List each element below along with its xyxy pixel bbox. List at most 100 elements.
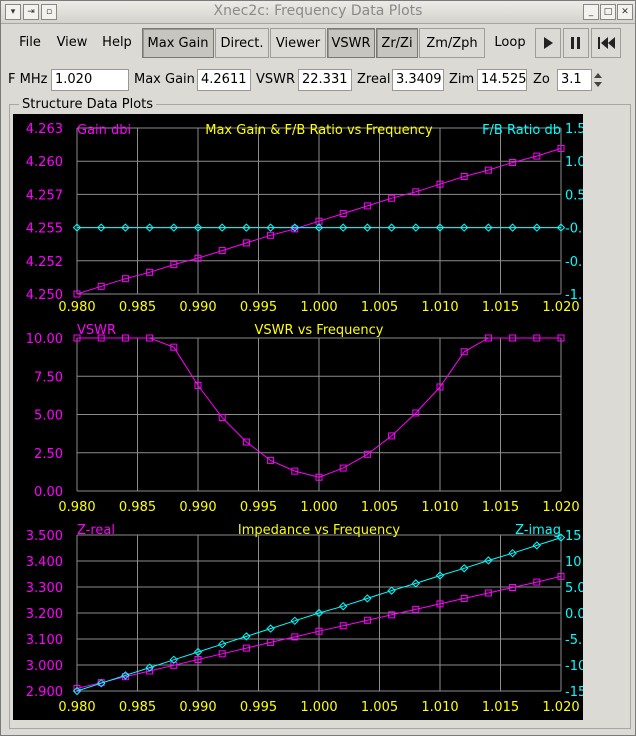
viewer-toggle[interactable]: Viewer — [270, 28, 326, 58]
direct-toggle[interactable]: Direct. — [215, 28, 269, 58]
y-tick-label-right: -1.000 — [565, 288, 583, 303]
data-point-square — [557, 334, 565, 342]
data-point-square — [460, 594, 468, 602]
data-point-diamond — [72, 686, 82, 696]
x-tick-label: 0.995 — [240, 300, 277, 315]
y-tick-label-right: -0.000 — [565, 222, 583, 237]
data-point-square — [97, 334, 105, 342]
max-gain-field[interactable]: 4.2611 — [197, 69, 251, 91]
data-point-diamond — [145, 663, 154, 672]
data-point-square — [533, 152, 541, 160]
max-gain-label: Max Gain — [134, 72, 195, 87]
toolbar: File View Help Max Gain Direct. Viewer V… — [9, 28, 631, 60]
y-tick-label-left: 2.900 — [26, 685, 63, 700]
shade-icon[interactable]: ⇥ — [23, 4, 39, 20]
data-point-square — [218, 414, 226, 422]
data-point-square — [509, 158, 517, 166]
x-tick-label: 0.995 — [240, 700, 277, 715]
rewind-button[interactable] — [591, 28, 621, 58]
data-point-square — [436, 180, 444, 188]
x-tick-label: 1.020 — [542, 700, 579, 715]
pause-button[interactable] — [563, 28, 589, 58]
y-tick-label-right: 0.500 — [565, 188, 583, 203]
data-point-square — [242, 644, 250, 652]
max-gain-toggle[interactable]: Max Gain — [142, 28, 214, 58]
series-line — [76, 575, 562, 689]
title-bar: ▾ ⇥ ▫ Xnec2c: Frequency Data Plots _ □ ✕ — [1, 1, 635, 24]
zm-zph-toggle[interactable]: Zm/Zph — [419, 28, 485, 58]
y-tick-label-left: 4.252 — [26, 255, 63, 270]
f-mhz-label: F MHz — [8, 72, 48, 87]
data-point-square — [460, 173, 468, 181]
sticky-icon[interactable]: ▫ — [41, 4, 57, 20]
zr-zi-toggle[interactable]: Zr/Zi — [376, 28, 418, 58]
data-point-diamond — [556, 223, 566, 232]
data-point-diamond — [363, 223, 372, 232]
x-tick-label: 1.015 — [482, 700, 519, 715]
data-point-square — [242, 239, 250, 247]
data-point-square — [412, 605, 420, 613]
x-tick-label: 1.015 — [482, 300, 519, 315]
data-point-diamond — [266, 223, 275, 232]
data-point-square — [484, 334, 492, 342]
x-tick-label: 1.000 — [300, 300, 337, 315]
y-tick-label-left: 10.00 — [26, 332, 63, 347]
loop-label: Loop — [494, 35, 526, 50]
x-tick-label: 1.020 — [542, 500, 579, 515]
x-tick-label: 1.010 — [421, 700, 458, 715]
zo-spin-icon[interactable] — [592, 70, 604, 90]
data-point-square — [412, 188, 420, 196]
menu-help[interactable]: Help — [102, 35, 132, 50]
window-title: Xnec2c: Frequency Data Plots — [213, 3, 423, 19]
zo-field[interactable]: 3.1 — [557, 69, 592, 91]
y-tick-label-left: 3.100 — [26, 633, 63, 648]
x-tick-label: 1.005 — [361, 700, 398, 715]
x-tick-label: 0.990 — [179, 700, 216, 715]
window-menu-icon[interactable]: ▾ — [5, 4, 21, 20]
play-button[interactable] — [535, 28, 561, 58]
structure-plots-label: Structure Data Plots — [19, 97, 157, 112]
close-icon[interactable]: ✕ — [617, 4, 633, 20]
menu-view[interactable]: View — [56, 35, 88, 50]
data-point-diamond — [532, 223, 542, 232]
data-point-square — [291, 225, 299, 233]
x-tick-label: 0.990 — [179, 500, 216, 515]
data-point-square — [436, 600, 444, 608]
y-tick-label-left: 4.255 — [26, 222, 63, 237]
data-point-diamond — [314, 223, 324, 232]
menu-file[interactable]: File — [19, 35, 41, 50]
y-tick-label-left: 3.400 — [26, 555, 63, 570]
maximize-icon[interactable]: □ — [600, 4, 616, 20]
f-mhz-field[interactable]: 1.020 — [51, 69, 129, 91]
zim-field[interactable]: 14.525 — [477, 69, 527, 91]
minimize-icon[interactable]: _ — [583, 4, 599, 20]
y-tick-label-left: 0.00 — [34, 485, 63, 500]
data-point-diamond — [435, 223, 445, 232]
y-tick-label-right: 10.00 — [565, 555, 583, 570]
y-tick-label-left: 3.000 — [26, 659, 63, 674]
vswr-toggle[interactable]: VSWR — [327, 28, 375, 58]
data-point-diamond — [556, 533, 566, 542]
data-point-diamond — [266, 624, 275, 633]
data-point-square — [363, 616, 371, 624]
x-tick-label: 1.000 — [300, 500, 337, 515]
data-point-square — [291, 467, 299, 475]
y-axis-label-left: Z-real — [77, 523, 115, 538]
x-tick-label: 1.020 — [542, 300, 579, 315]
structure-plots-frame — [9, 104, 631, 729]
zreal-field[interactable]: 3.3409 — [392, 69, 444, 91]
data-point-square — [121, 275, 129, 283]
data-point-square — [315, 473, 323, 481]
data-point-square — [194, 381, 202, 389]
data-point-diamond — [387, 223, 396, 232]
data-point-square — [170, 661, 178, 669]
vswr-field[interactable]: 22.331 — [298, 69, 352, 91]
data-point-diamond — [435, 571, 445, 580]
x-tick-label: 1.010 — [421, 300, 458, 315]
y-tick-label-right: 15.00 — [565, 529, 583, 544]
data-point-diamond — [242, 632, 251, 641]
x-tick-label: 0.980 — [58, 500, 95, 515]
data-point-square — [388, 432, 396, 440]
data-point-diamond — [72, 223, 82, 232]
data-point-square — [291, 633, 299, 641]
